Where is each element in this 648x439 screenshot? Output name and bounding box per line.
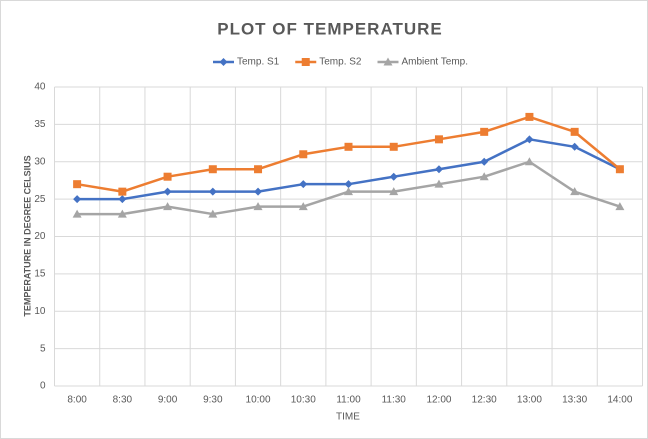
x-tick-label: 10:00 [246,395,271,406]
point [163,172,172,181]
point [480,127,489,136]
y-tick-label: 5 [40,343,46,354]
point [254,165,263,174]
point [73,195,82,204]
point [118,187,127,196]
point [434,179,444,188]
y-axis-label: TEMPERATURE IN DEGREE CELSIUS [22,155,32,316]
point [299,150,308,159]
x-tick-label: 9:30 [203,395,223,406]
point [299,180,308,189]
point [389,187,399,196]
point [73,180,82,189]
legend-label: Ambient Temp. [402,57,469,68]
x-tick-label: 9:00 [158,395,178,406]
y-tick-label: 20 [34,231,46,242]
y-tick-label: 10 [34,306,46,317]
point [163,187,172,196]
point [344,187,353,196]
x-tick-label: 8:30 [113,395,133,406]
y-tick-label: 0 [40,381,46,392]
legend-marker [301,58,310,66]
point [208,165,217,174]
point [163,202,173,211]
x-tick-label: 8:00 [67,395,87,406]
legend-marker [383,57,393,66]
point [389,142,398,151]
point [570,142,579,151]
point [389,172,398,181]
point [208,187,217,196]
legend-label: Temp. S1 [237,57,280,68]
x-tick-label: 12:30 [472,395,497,406]
point [298,202,308,211]
point [208,209,218,218]
legend-marker [219,58,228,66]
point [525,112,534,121]
point [524,157,534,166]
point [479,172,489,181]
x-tick-label: 12:00 [426,395,451,406]
point [344,180,353,189]
x-tick-label: 11:00 [336,395,361,406]
y-tick-label: 15 [34,269,46,280]
chart-title: PLOT OF TEMPERATURE [217,19,443,38]
x-tick-label: 13:30 [562,395,587,406]
y-tick-label: 40 [34,82,46,93]
y-tick-label: 25 [34,194,46,205]
x-tick-label: 10:30 [291,395,316,406]
point [615,165,624,174]
x-axis-label: TIME [336,412,360,423]
point [253,202,263,211]
x-tick-label: 13:00 [517,395,542,406]
point [525,135,534,144]
point [344,142,353,151]
point [480,157,489,166]
point [434,135,443,144]
point [615,202,625,211]
point [434,165,443,174]
point [570,127,579,136]
x-tick-label: 14:00 [607,395,632,406]
point [117,209,127,218]
point [254,187,263,196]
point [118,195,127,204]
y-tick-label: 30 [34,156,46,167]
point [72,209,82,218]
y-tick-label: 35 [34,119,46,130]
legend-label: Temp. S2 [319,57,362,68]
x-tick-label: 11:30 [382,395,407,406]
point [570,187,580,196]
